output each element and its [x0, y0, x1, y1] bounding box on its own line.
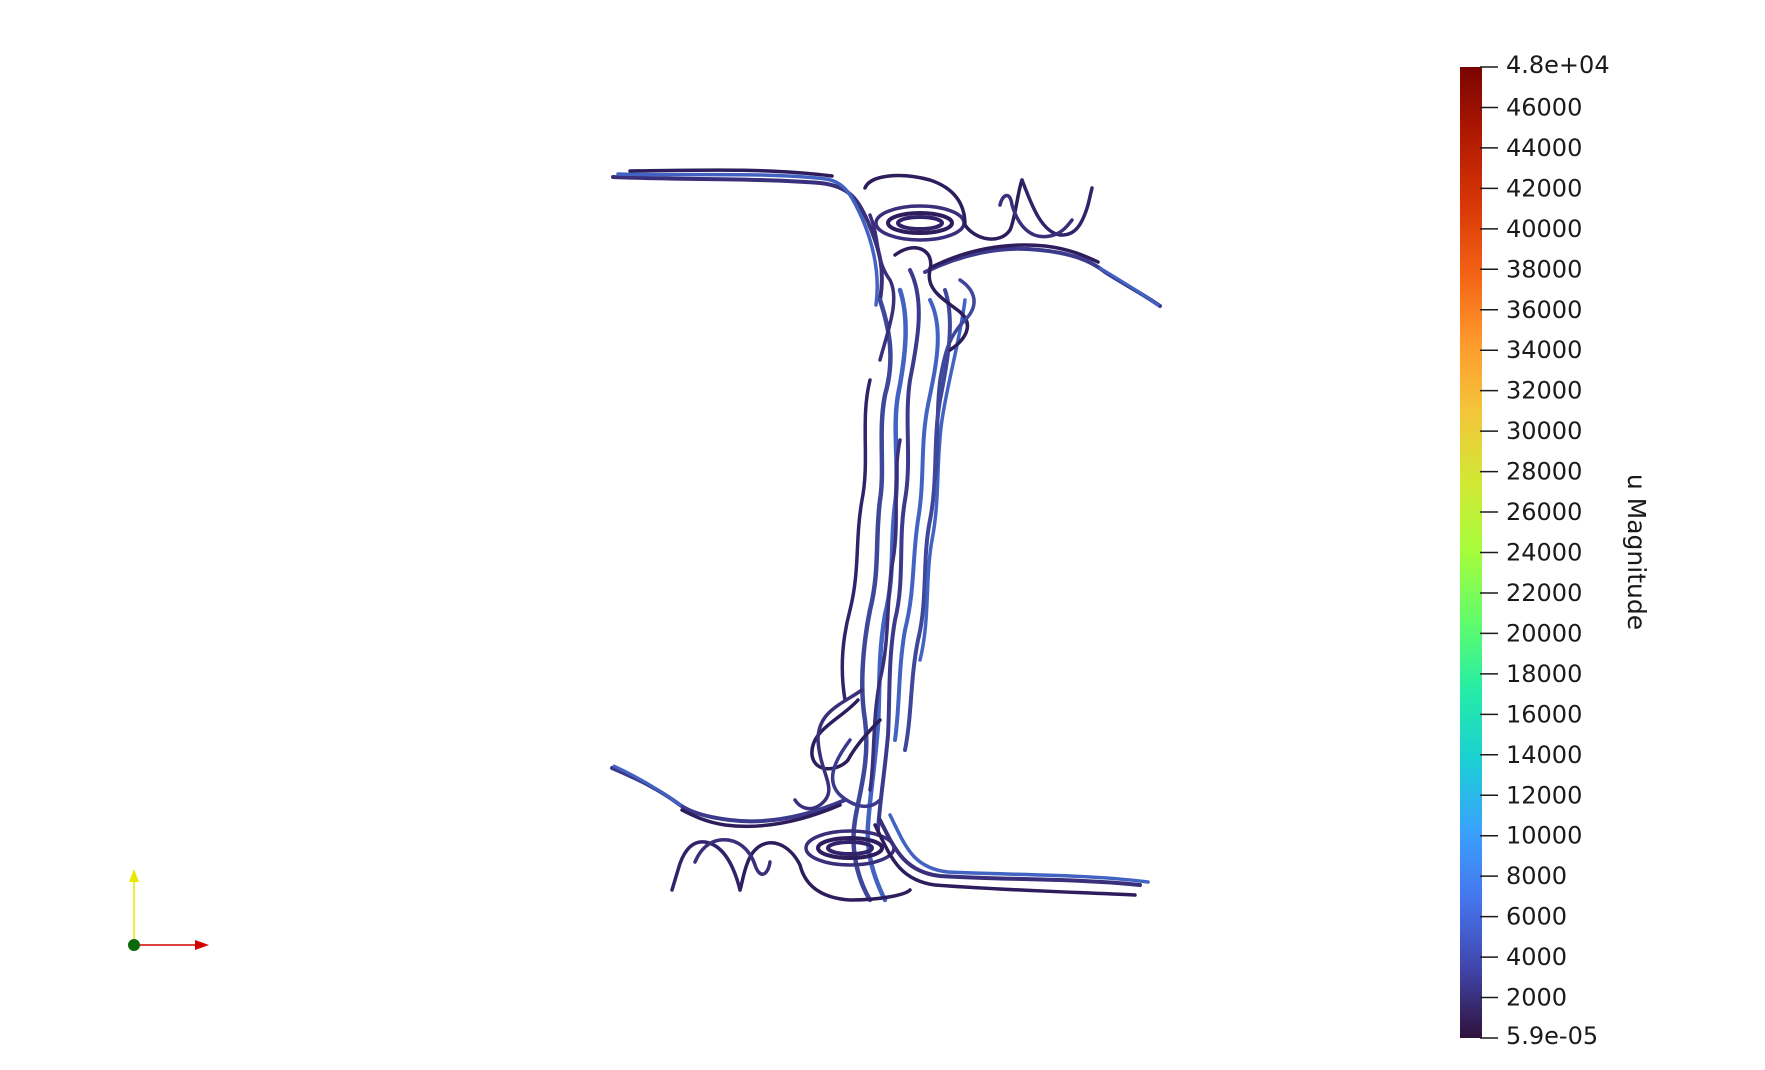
streamline: [611, 175, 884, 302]
streamline: [876, 268, 921, 832]
colorbar-title: u Magnitude: [1622, 474, 1651, 630]
streamline: [865, 287, 908, 903]
colorbar-tick-label: 24000: [1506, 539, 1582, 567]
colorbar-tick-label: 40000: [1506, 215, 1582, 243]
colorbar-tick-label: 10000: [1506, 822, 1582, 850]
colorbar-ticks: 46000 44000 42000 40000 38000 36000 34000 32000…: [1480, 66, 1582, 1039]
colorbar-tick-label: 42000: [1506, 174, 1582, 202]
streamline: [680, 803, 842, 829]
streamline: [830, 738, 882, 808]
streamline: [868, 438, 902, 792]
colorbar-max-label: 4.8e+04: [1506, 51, 1610, 79]
streamline: [616, 172, 879, 307]
colorbar-tick-label: 28000: [1506, 458, 1582, 486]
streamline: [928, 243, 1100, 270]
colorbar-tick-label: 26000: [1506, 498, 1582, 526]
colorbar-tick-label: 38000: [1506, 255, 1582, 283]
colorbar-tick-label: 22000: [1506, 579, 1582, 607]
streamline: [793, 688, 864, 811]
y-axis-arrow-head: [129, 869, 139, 882]
streamline: [923, 246, 1162, 308]
streamline: [893, 246, 970, 352]
orientation-axes: [128, 869, 209, 951]
colorbar-min-label: 5.9e-05: [1506, 1022, 1598, 1050]
streamline: [863, 173, 1024, 241]
colorbar-tick-label: 12000: [1506, 781, 1582, 809]
streamline: [610, 766, 847, 824]
colorbar-tick-label: 4000: [1506, 943, 1567, 971]
colorbar-tick-label: 18000: [1506, 660, 1582, 688]
streamline: [1098, 266, 1160, 307]
streamline: [612, 764, 682, 807]
colorbar-tick-label: 16000: [1506, 700, 1582, 728]
streamline: [851, 297, 893, 903]
vortex-top: [886, 211, 954, 235]
colorbar-tick-label: 14000: [1506, 741, 1582, 769]
streamline: [998, 193, 1074, 239]
color-legend: 46000 44000 42000 40000 38000 36000 34000 32000…: [1460, 51, 1651, 1050]
streamline: [893, 298, 940, 742]
streamline: [873, 823, 1137, 897]
vortex-bottom: [816, 836, 884, 860]
vortex-bottom: [826, 840, 874, 856]
colorbar-tick-label: 6000: [1506, 903, 1567, 931]
colorbar-tick-label: 20000: [1506, 619, 1582, 647]
streamline: [1020, 178, 1094, 237]
streamline: [918, 298, 967, 662]
streamline: [933, 278, 976, 482]
streamline: [903, 288, 952, 752]
colorbar-tick-label: 2000: [1506, 984, 1567, 1012]
colorbar-tick-label: 30000: [1506, 417, 1582, 445]
colorbar-tick-label: 32000: [1506, 377, 1582, 405]
streamline: [738, 841, 912, 902]
colorbar-tick-label: 46000: [1506, 93, 1582, 121]
streamline: [670, 840, 742, 892]
origin-point: [128, 939, 140, 951]
colorbar-gradient: [1460, 67, 1482, 1038]
streamline-tubes: [610, 168, 1162, 903]
streamline: [878, 818, 1142, 887]
x-axis-arrow-head: [195, 940, 209, 950]
streamline: [840, 378, 872, 702]
streamline: [628, 168, 834, 178]
colorbar-tick-label: 8000: [1506, 862, 1567, 890]
colorbar-tick-label: 36000: [1506, 296, 1582, 324]
streamline: [693, 838, 772, 876]
colorbar-tick-label: 34000: [1506, 336, 1582, 364]
vortex-top: [896, 215, 944, 231]
colorbar-tick-label: 44000: [1506, 134, 1582, 162]
streamline: [888, 813, 1150, 884]
streamline: [868, 213, 896, 362]
